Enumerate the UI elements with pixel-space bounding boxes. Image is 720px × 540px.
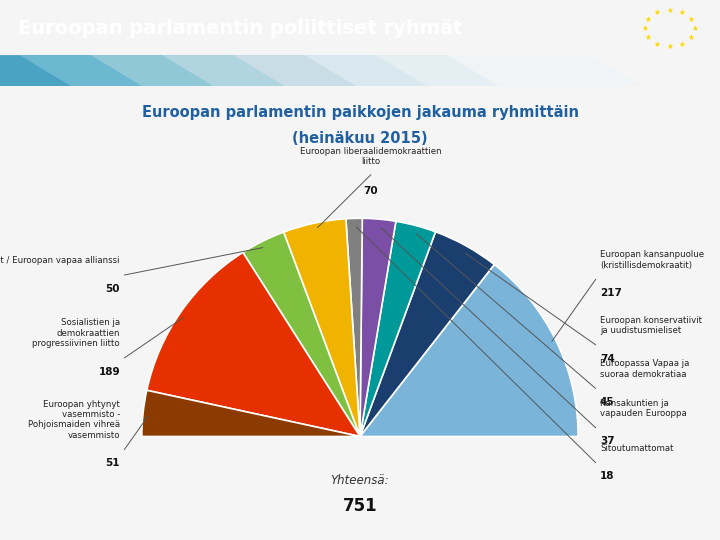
Text: 74: 74 [600, 354, 615, 363]
Polygon shape [447, 55, 642, 86]
Text: Euroopan parlamentin poliittiset ryhmät: Euroopan parlamentin poliittiset ryhmät [18, 19, 462, 38]
Text: (heinäkuu 2015): (heinäkuu 2015) [292, 131, 428, 146]
Text: ★: ★ [654, 8, 660, 17]
Text: Euroopassa Vapaa ja
suoraa demokratiaa: Euroopassa Vapaa ja suoraa demokratiaa [600, 359, 689, 379]
Text: Euroopan liberaalidemokraattien
liitto: Euroopan liberaalidemokraattien liitto [300, 146, 442, 166]
Polygon shape [91, 55, 285, 86]
Text: Euroopan konservatiivit
ja uudistusmieliset: Euroopan konservatiivit ja uudistusmieli… [600, 315, 702, 335]
Polygon shape [162, 55, 356, 86]
Text: ★: ★ [644, 33, 652, 42]
Text: Euroopan yhtynyt
vasemmisto -
Pohjoismaiden vihreä
vasemmisto: Euroopan yhtynyt vasemmisto - Pohjoismai… [28, 400, 120, 440]
Wedge shape [142, 390, 360, 436]
Polygon shape [0, 55, 143, 86]
Wedge shape [360, 221, 436, 436]
Wedge shape [147, 252, 360, 436]
Text: ★: ★ [679, 8, 685, 17]
Wedge shape [243, 232, 360, 436]
Polygon shape [19, 55, 214, 86]
Text: Sitoutumattomat: Sitoutumattomat [600, 444, 673, 453]
Wedge shape [346, 218, 362, 436]
Text: Euroopan kansanpuolue
(kristillisdemokraatit): Euroopan kansanpuolue (kristillisdemokra… [600, 250, 704, 269]
Text: Euroopan parlamentin paikkojen jakauma ryhmittäin: Euroopan parlamentin paikkojen jakauma r… [142, 105, 578, 120]
Wedge shape [284, 219, 360, 436]
Polygon shape [305, 55, 499, 86]
Text: ★: ★ [644, 15, 652, 24]
Text: 37: 37 [600, 436, 615, 447]
Text: 751: 751 [343, 497, 377, 515]
Text: ★: ★ [642, 24, 648, 33]
Text: Yhteensä:: Yhteensä: [330, 474, 390, 487]
Text: 70: 70 [364, 186, 378, 195]
Text: Vihreät / Euroopan vapaa allianssi: Vihreät / Euroopan vapaa allianssi [0, 256, 120, 265]
Wedge shape [360, 265, 578, 436]
Text: ★: ★ [679, 39, 685, 49]
Text: ★: ★ [654, 39, 660, 49]
Text: ★: ★ [666, 42, 673, 51]
Text: 51: 51 [106, 458, 120, 468]
Text: 18: 18 [600, 471, 614, 481]
Text: ★: ★ [688, 33, 695, 42]
Text: 189: 189 [99, 367, 120, 377]
Text: ★: ★ [691, 24, 698, 33]
Polygon shape [376, 55, 570, 86]
Text: 217: 217 [600, 288, 622, 298]
Wedge shape [360, 232, 495, 436]
Text: Kansakuntien ja
vapauden Eurooppa: Kansakuntien ja vapauden Eurooppa [600, 399, 687, 418]
Text: 45: 45 [600, 397, 615, 407]
Text: ★: ★ [688, 15, 695, 24]
Wedge shape [360, 218, 396, 436]
Text: Sosialistien ja
demokraattien
progressiivinen liitto: Sosialistien ja demokraattien progressii… [32, 318, 120, 348]
Polygon shape [233, 55, 428, 86]
Text: 50: 50 [106, 284, 120, 294]
Text: ★: ★ [666, 6, 673, 15]
